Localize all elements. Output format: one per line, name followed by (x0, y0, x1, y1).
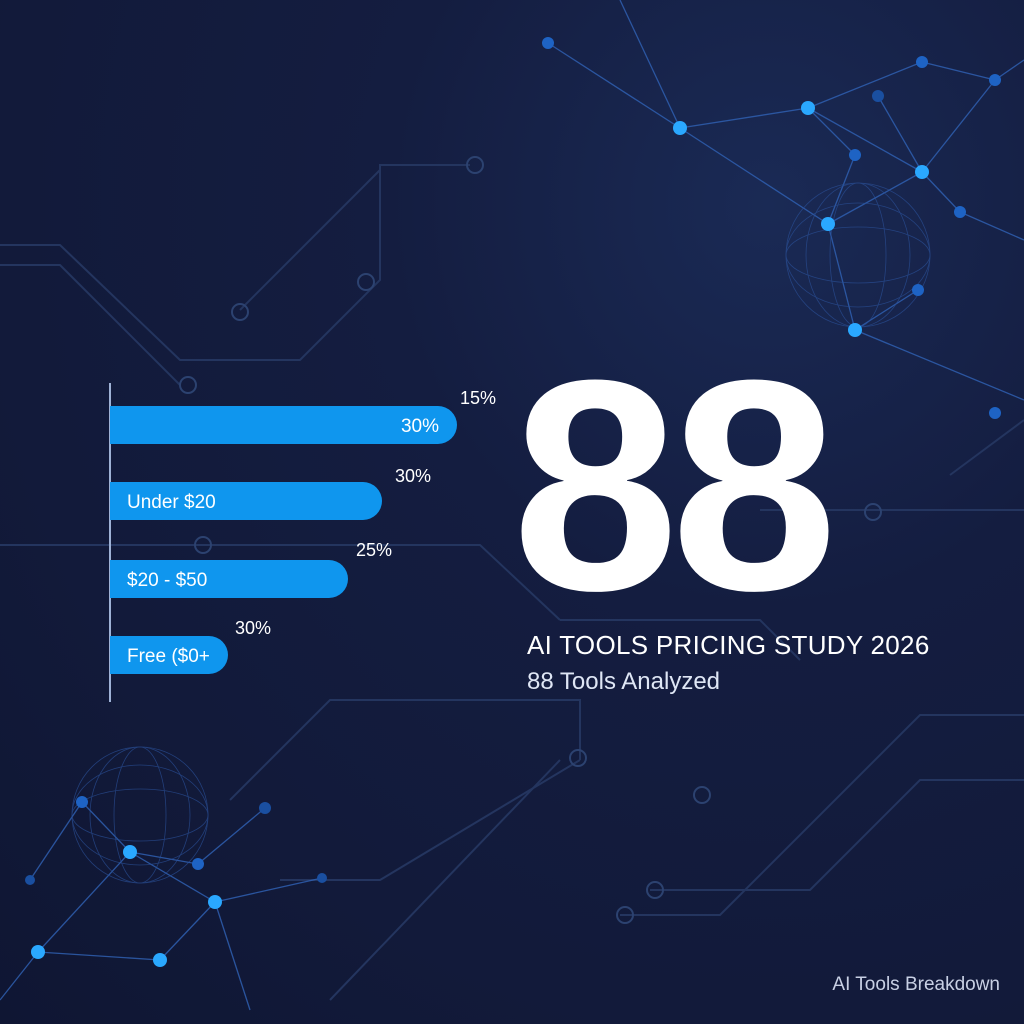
bar-4-inside-label: Free ($0+ (127, 646, 210, 667)
bar-4 (110, 636, 228, 674)
bar-3-inside-label: $20 - $50 (127, 570, 207, 591)
circuit-nodes (179, 156, 882, 924)
bar-1 (110, 406, 457, 444)
hero-number: 88 (512, 317, 838, 653)
footer-brand: AI Tools Breakdown (832, 974, 1000, 995)
bar-2 (110, 482, 382, 520)
bar-3-value-label: 25% (356, 540, 392, 560)
network-nodes (25, 37, 1001, 967)
study-subtitle: 88 Tools Analyzed (527, 668, 721, 695)
bar-4-value-label: 30% (235, 618, 271, 638)
bar-1-value-label: 15% (460, 388, 496, 408)
network-edges-bottom-left (0, 801, 323, 1011)
study-title: AI TOOLS PRICING STUDY 2026 (527, 630, 930, 660)
bar-1-inside-label: 30% (401, 416, 439, 437)
bars-layer: 30% 15% Under $20 30% $20 - $50 25% Free ($0+ 3… (110, 388, 496, 674)
mesh-sphere-left (71, 746, 209, 884)
bar-2-value-label: 30% (395, 466, 431, 486)
bar-2-inside-label: Under $20 (127, 492, 216, 513)
bar-3 (110, 560, 348, 598)
